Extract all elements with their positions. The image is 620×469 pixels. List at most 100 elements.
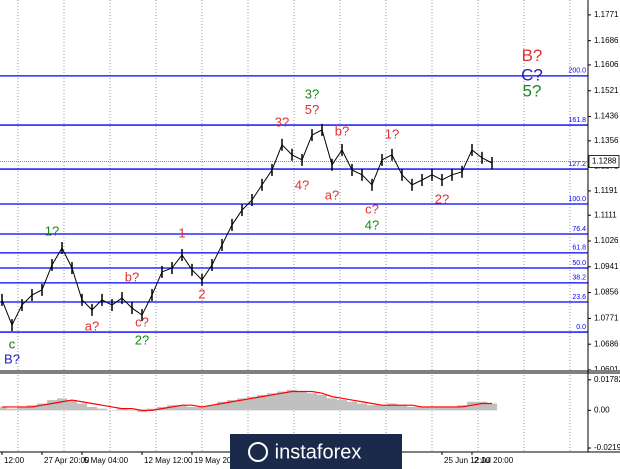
osc-bar — [287, 389, 297, 411]
wave-label: 2 — [198, 286, 205, 301]
osc-bar — [327, 398, 337, 411]
wave-label: b? — [125, 269, 139, 284]
fib-label: 61.8 — [572, 245, 586, 252]
x-tick-label: 27 Apr 20:00 — [44, 456, 90, 465]
price-line — [1, 129, 493, 327]
wave-label: 4? — [295, 177, 309, 192]
wave-label: c? — [135, 314, 149, 329]
wave-label: 1 — [178, 225, 185, 240]
panel-separator — [0, 370, 620, 374]
fib-label: 100.0 — [568, 196, 586, 203]
osc-signal — [2, 390, 492, 411]
wave-label: c? — [365, 201, 379, 216]
osc-bar — [207, 405, 217, 411]
osc-bar — [347, 401, 357, 411]
watermark-icon — [248, 442, 268, 462]
osc-bar — [297, 391, 307, 411]
fib-label: 50.0 — [572, 260, 586, 267]
wave-label: 2? — [135, 332, 149, 347]
osc-bar — [247, 396, 257, 411]
osc-bar — [57, 398, 67, 411]
osc-bar — [387, 403, 397, 411]
osc-bar — [117, 408, 127, 411]
osc-bar — [477, 401, 487, 411]
y-tick-label: 1.1521 — [594, 86, 619, 95]
wave-label: a? — [85, 318, 99, 333]
y-tick-label: 1.1606 — [594, 60, 619, 69]
wave-label: 3? — [305, 86, 319, 101]
osc-bar — [167, 405, 177, 411]
osc-bar — [7, 408, 17, 411]
fib-label: 23.6 — [572, 294, 586, 301]
osc-bar — [37, 403, 47, 411]
osc-bar — [187, 406, 197, 411]
y-tick-label: 1.0771 — [594, 314, 619, 323]
x-tick-label: 5 May 04:00 — [84, 456, 129, 465]
wave-label: 1? — [385, 127, 399, 142]
y-tick-label: 1.0856 — [594, 288, 619, 297]
osc-bar — [107, 410, 117, 411]
osc-bar — [237, 398, 247, 411]
osc-tick-label: -0.02198 — [594, 443, 620, 452]
fib-label: 0.0 — [576, 324, 586, 331]
wave-label: b? — [335, 123, 349, 138]
osc-tick-label: 0.00 — [594, 405, 610, 414]
x-tick-label: 2 Jul 20:00 — [474, 456, 514, 465]
y-tick-label: 1.0941 — [594, 262, 619, 271]
osc-bar — [457, 405, 467, 411]
fib-label: 127.2 — [568, 161, 586, 168]
osc-bar — [97, 408, 107, 411]
current-price-label: 1.1288 — [592, 157, 617, 166]
wave-label: C? — [521, 65, 543, 84]
wave-label: B? — [4, 351, 20, 366]
y-tick-label: 1.1356 — [594, 136, 619, 145]
x-tick-label: 12:00 — [4, 456, 25, 465]
osc-bar — [487, 403, 497, 411]
fib-label: 200.0 — [568, 68, 586, 75]
osc-bar — [147, 408, 157, 411]
wave-label: 5? — [305, 102, 319, 117]
y-tick-label: 1.1686 — [594, 36, 619, 45]
wave-label: 1? — [45, 223, 59, 238]
wave-label: 4? — [365, 217, 379, 232]
wave-label: 3? — [275, 114, 289, 129]
wave-label: B? — [522, 46, 543, 65]
fib-label: 76.4 — [572, 226, 586, 233]
fib-label: 161.8 — [568, 117, 586, 124]
x-tick-label: 19 May 20:00 — [194, 456, 243, 465]
osc-bar — [217, 401, 227, 411]
osc-bar — [227, 400, 237, 411]
osc-bar — [417, 406, 427, 411]
wave-label: c — [9, 337, 16, 352]
osc-bar — [197, 406, 207, 411]
osc-tick-label: 0.01782 — [594, 375, 620, 384]
osc-bar — [67, 400, 77, 411]
wave-label: 2? — [435, 191, 449, 206]
osc-bar — [137, 410, 147, 413]
osc-bar — [437, 406, 447, 411]
y-tick-label: 1.1436 — [594, 112, 619, 121]
osc-bar — [127, 410, 137, 411]
current-price-box — [588, 155, 620, 168]
watermark: instaforex — [275, 441, 362, 463]
osc-bar — [317, 394, 327, 411]
osc-bar — [357, 403, 367, 411]
x-tick-label: 25 Jun 12:00 — [444, 456, 491, 465]
fib-label: 38.2 — [572, 275, 586, 282]
osc-bar — [337, 400, 347, 411]
y-tick-label: 1.1771 — [594, 10, 619, 19]
osc-bar — [307, 393, 317, 411]
osc-bar — [407, 406, 417, 411]
osc-bar — [267, 393, 277, 411]
watermark-box — [230, 434, 402, 469]
y-tick-label: 1.1191 — [594, 186, 618, 195]
osc-bar — [397, 405, 407, 411]
y-tick-label: 1.1111 — [594, 210, 617, 219]
osc-bar — [277, 391, 287, 411]
y-tick-label: 1.1026 — [594, 236, 619, 245]
y-tick-label: 1.0601 — [594, 365, 619, 374]
wave-label: 5? — [523, 81, 542, 100]
